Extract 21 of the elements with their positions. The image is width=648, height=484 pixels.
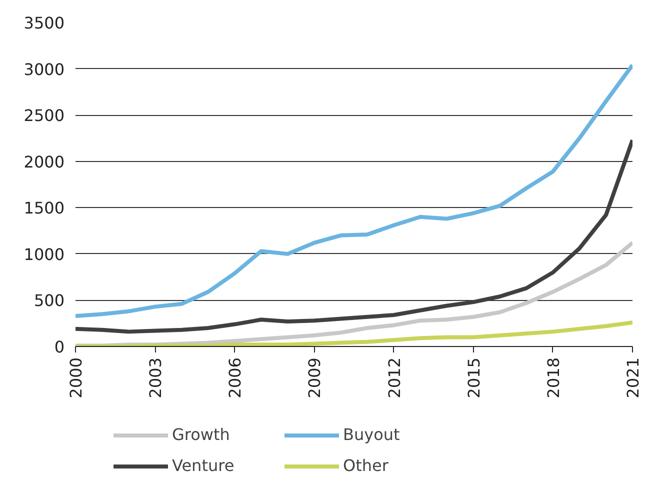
y-tick-label: 500 bbox=[34, 291, 65, 310]
y-tick-label: 3500 bbox=[24, 14, 64, 32]
x-tick-label: 2003 bbox=[146, 358, 166, 398]
y-tick-label: 1500 bbox=[24, 198, 64, 218]
x-tick-label: 2015 bbox=[464, 358, 484, 398]
x-tick-label: 2021 bbox=[624, 358, 642, 398]
y-tick-label: 0 bbox=[54, 338, 65, 356]
legend-label: Buyout bbox=[343, 425, 401, 444]
line-series bbox=[76, 138, 632, 334]
y-tick-label: 2500 bbox=[24, 106, 64, 126]
x-tick-label: 2018 bbox=[544, 358, 563, 398]
y-tick-label: 3000 bbox=[24, 60, 64, 79]
x-tick-label: 2009 bbox=[305, 358, 324, 398]
y-tick-label: 2000 bbox=[24, 152, 64, 172]
x-tick-label: 2012 bbox=[384, 358, 404, 398]
legend-label: Venture bbox=[172, 456, 236, 475]
x-tick-label: 2006 bbox=[226, 358, 245, 398]
y-tick-label: 1000 bbox=[24, 244, 64, 264]
legend-label: Growth bbox=[172, 425, 231, 444]
legend-label: Other bbox=[343, 456, 390, 475]
line-series bbox=[76, 63, 632, 318]
